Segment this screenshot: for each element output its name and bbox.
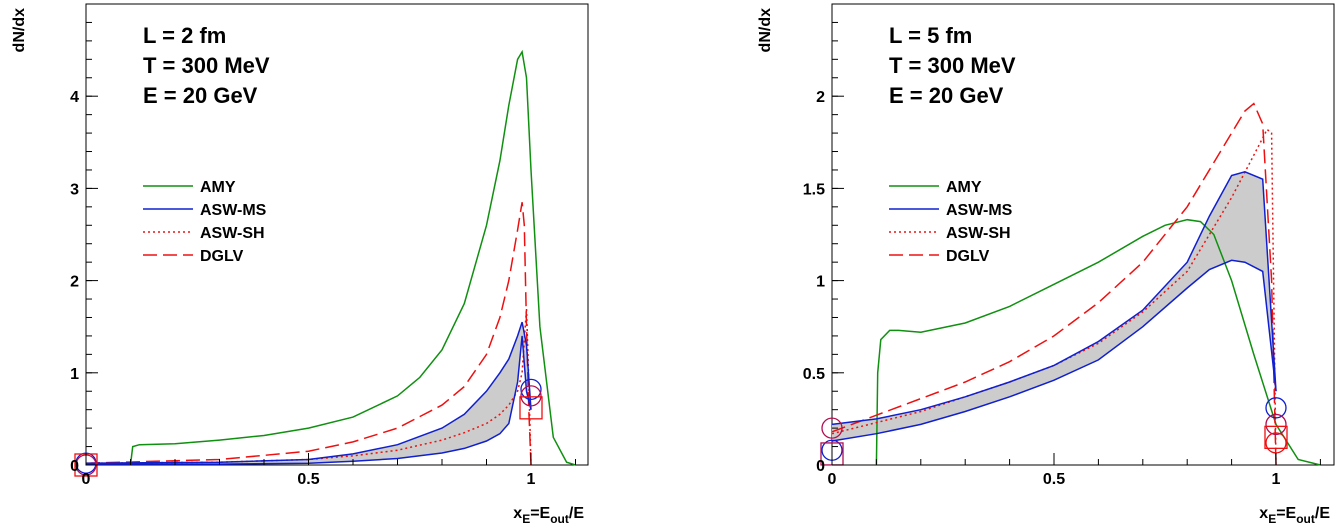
y-tick-label: 0 <box>70 458 79 475</box>
x-axis-label-part: E <box>522 512 530 525</box>
series-asw-ms-upper <box>85 321 532 464</box>
legend-label-dglv: DGLV <box>200 248 244 265</box>
marker-circle <box>1265 432 1287 454</box>
y-tick-label: 2 <box>70 274 79 291</box>
x-axis-label-part: out <box>1296 512 1315 525</box>
info-line: E = 20 GeV <box>143 83 258 108</box>
info-line: L = 5 fm <box>889 23 972 48</box>
marker-circle <box>1265 413 1287 436</box>
legend-label-amy: AMY <box>200 179 236 196</box>
info-line: T = 300 MeV <box>143 53 270 78</box>
asw-ms-band <box>86 322 531 465</box>
series-dglv <box>831 102 1277 466</box>
x-axis-label-part: x <box>1259 505 1268 522</box>
plot-frame <box>831 3 1335 466</box>
marker-circle <box>520 378 542 401</box>
y-tick-label: 1 <box>70 366 79 383</box>
x-axis-label-part: /E <box>1315 505 1330 522</box>
y-axis-label: dN/dx <box>757 8 774 53</box>
series-amy <box>875 218 1321 466</box>
series-dglv <box>85 202 532 466</box>
x-axis-label-part: out <box>550 512 569 525</box>
y-tick-label: 1.5 <box>803 181 825 198</box>
asw-ms-band <box>832 171 1276 442</box>
x-axis-label: xE=Eout/E <box>1259 505 1330 525</box>
info-line: E = 20 GeV <box>889 83 1004 108</box>
y-tick-label: 2 <box>816 89 825 106</box>
marker-circle <box>1265 397 1287 419</box>
x-tick-label: 0 <box>828 471 837 488</box>
x-axis-label-part: /E <box>569 505 584 522</box>
x-axis-label-part: x <box>513 505 522 522</box>
x-tick-label: 0.5 <box>297 471 319 488</box>
marker-square <box>519 396 543 420</box>
legend-label-amy: AMY <box>946 179 982 196</box>
legend-label-dglv: DGLV <box>946 248 990 265</box>
marker-circle <box>821 417 843 439</box>
series-amy <box>129 49 576 466</box>
x-axis-label: xE=Eout/E <box>513 505 584 525</box>
chart-panel-1: 0 0.5 1 0 1 2 3 4 dN/dx xE=Eout/E L = 2 fm T = 300 … <box>11 3 589 525</box>
chart-panel-2: 0 0.5 1 0 0.5 1 1.5 2 dN/dx xE=Eout/E L = 5 fm T = … <box>757 3 1335 525</box>
info-line: T = 300 MeV <box>889 53 1016 78</box>
legend-label-asw-sh: ASW-SH <box>946 225 1011 242</box>
x-tick-label: 0 <box>82 471 91 488</box>
x-axis-label-part: E <box>1268 512 1276 525</box>
y-axis-label: dN/dx <box>11 8 28 53</box>
x-tick-label: 1 <box>527 471 536 488</box>
series-asw-ms-lower <box>86 335 532 465</box>
legend-label-asw-ms: ASW-MS <box>200 202 267 219</box>
x-tick-label: 0.5 <box>1043 471 1065 488</box>
y-tick-label: 0 <box>816 458 825 475</box>
legend-label-asw-ms: ASW-MS <box>946 202 1013 219</box>
y-tick-label: 1 <box>816 274 825 291</box>
x-axis-label-part: =E <box>1276 505 1296 522</box>
x-axis-label-part: =E <box>530 505 550 522</box>
x-tick-label: 1 <box>1272 471 1281 488</box>
y-tick-label: 0.5 <box>803 366 825 383</box>
legend-label-asw-sh: ASW-SH <box>200 225 265 242</box>
y-tick-label: 3 <box>70 181 79 198</box>
marker-circle <box>520 385 542 407</box>
series-asw-ms-lower <box>831 259 1277 442</box>
y-tick-label: 4 <box>70 89 79 106</box>
info-line: L = 2 fm <box>143 23 226 48</box>
series-asw-ms-upper <box>831 171 1277 426</box>
marker-square <box>1264 425 1288 449</box>
plot-frame <box>85 3 589 466</box>
